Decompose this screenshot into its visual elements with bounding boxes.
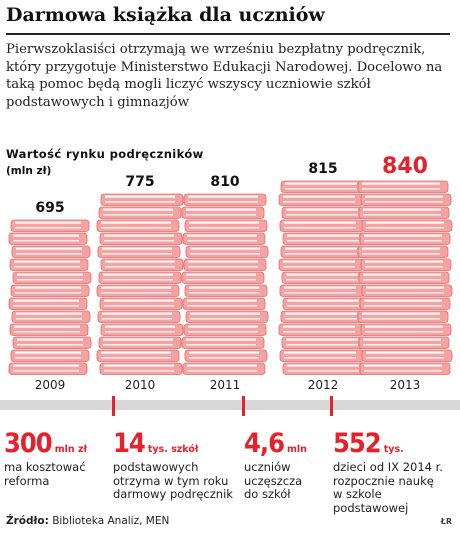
value-label-2009: 695 <box>35 200 64 216</box>
value-label-2011: 810 <box>210 174 239 190</box>
category-label-2011: 2011 <box>210 378 241 390</box>
source-label: Źródło: <box>6 515 49 527</box>
bar-2011 <box>181 193 269 375</box>
author-credit: ŁR <box>440 517 452 526</box>
value-label-2012: 815 <box>308 161 337 177</box>
divider-tick-3 <box>330 396 333 416</box>
fact-cost-unit: mln zł <box>54 444 87 455</box>
chart-title-block: Wartość rynku podręczników (mln zł) <box>6 147 204 177</box>
fact-schools-text: podstawowych otrzyma w tym roku darmowy po… <box>113 460 233 501</box>
lead-paragraph: Pierwszoklasiści otrzymają we wrześniu b… <box>6 42 443 110</box>
category-label-2010: 2010 <box>125 378 156 390</box>
value-label-2010: 775 <box>125 174 154 190</box>
source-note: Źródło: Biblioteka Analiz, MEN <box>6 515 169 527</box>
divider-band <box>0 400 460 410</box>
headline-rule <box>6 33 450 35</box>
bar-2013 <box>357 180 453 375</box>
fact-children: 552 tys. dzieci od IX 2014 r. rozpocznie n… <box>333 428 460 515</box>
divider-tick-1 <box>112 396 115 416</box>
category-label-2009: 2009 <box>35 378 66 390</box>
fact-students: 4,6 mln uczniów uczęszcza do szkół <box>244 428 307 502</box>
source-text: Biblioteka Analiz, MEN <box>52 515 170 527</box>
fact-schools: 14 tys. szkół podstawowych otrzyma w tym r… <box>113 428 233 502</box>
fact-students-unit: mln <box>287 444 307 455</box>
section-divider <box>0 396 460 416</box>
fact-children-value: 552 <box>333 428 382 459</box>
chart-title: Wartość rynku podręczników <box>6 147 204 161</box>
category-label-2013: 2013 <box>390 378 421 390</box>
bar-2012 <box>278 180 368 375</box>
fact-cost-text: ma kosztować reforma <box>4 460 86 488</box>
category-label-2012: 2012 <box>308 378 339 390</box>
fact-children-unit: tys. <box>383 444 404 455</box>
bar-2009 <box>8 219 92 375</box>
fact-cost: 300 mln zł ma kosztować reforma <box>4 428 87 488</box>
headline: Darmowa książka dla uczniów <box>6 4 325 26</box>
divider-tick-2 <box>242 396 245 416</box>
fact-schools-value: 14 <box>113 428 146 459</box>
bar-chart: 695 2009 775 2010 810 2011 815 2012 840 2013 <box>8 154 453 390</box>
fact-students-value: 4,6 <box>244 428 285 459</box>
value-label-2013: 840 <box>382 154 428 179</box>
fact-cost-value: 300 <box>4 428 53 459</box>
fact-schools-unit: tys. szkół <box>147 444 199 455</box>
chart-unit: (mln zł) <box>6 165 52 177</box>
fact-children-text: dzieci od IX 2014 r. rozpocznie naukę w sz… <box>333 460 443 515</box>
fact-students-text: uczniów uczęszcza do szkół <box>244 460 303 501</box>
bar-2010 <box>96 193 184 375</box>
